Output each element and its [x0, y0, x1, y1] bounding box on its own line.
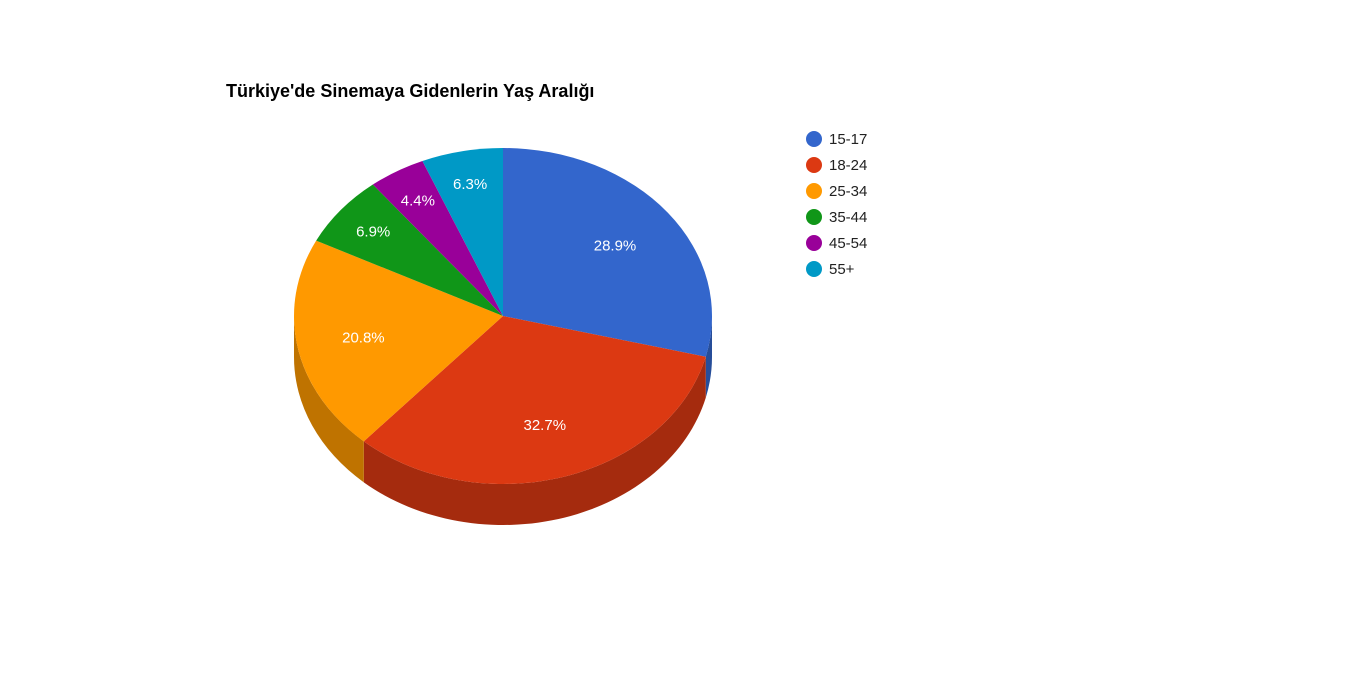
legend-label: 18-24 — [829, 156, 868, 174]
slice-label-15-17: 28.9% — [594, 238, 637, 255]
pie-side-18-24 — [363, 356, 706, 525]
legend-label: 55+ — [829, 260, 855, 278]
pie-slice-45-54[interactable] — [372, 160, 503, 316]
chart-title: Türkiye'de Sinemaya Gidenlerin Yaş Aralı… — [226, 81, 595, 101]
legend-swatch — [806, 131, 822, 147]
pie-sides — [294, 316, 712, 525]
pie-labels: 28.9% 32.7% 20.8% 6.9% 4.4% 6.3% — [342, 176, 636, 434]
pie-side-25-34 — [294, 316, 364, 483]
legend-item-18-24[interactable]: 18-24 — [806, 152, 867, 178]
pie-slice-18-24[interactable] — [363, 316, 706, 484]
legend-swatch — [806, 261, 822, 277]
legend-item-35-44[interactable]: 35-44 — [806, 204, 867, 230]
pie-slice-15-17[interactable] — [503, 148, 713, 357]
slice-label-35-44: 6.9% — [356, 223, 390, 240]
legend-label: 15-17 — [829, 130, 868, 148]
legend-swatch — [806, 157, 822, 173]
legend-item-25-34[interactable]: 25-34 — [806, 178, 867, 204]
slice-label-45-54: 4.4% — [401, 192, 435, 209]
pie-side-15-17 — [705, 316, 712, 398]
pie-top — [294, 148, 713, 484]
legend-item-15-17[interactable]: 15-17 — [806, 126, 867, 152]
legend-item-55+[interactable]: 55+ — [806, 256, 867, 282]
legend-item-45-54[interactable]: 45-54 — [806, 230, 867, 256]
legend-label: 35-44 — [829, 208, 868, 226]
pie-slice-55+[interactable] — [422, 148, 503, 316]
legend-label: 45-54 — [829, 234, 868, 252]
slice-label-55+: 6.3% — [453, 176, 487, 193]
legend: 15-17 18-24 25-34 35-44 45-54 55+ — [806, 126, 867, 282]
legend-swatch — [806, 235, 822, 251]
legend-label: 25-34 — [829, 182, 868, 200]
pie-slice-35-44[interactable] — [316, 184, 503, 316]
pie-slice-25-34[interactable] — [294, 240, 503, 442]
slice-label-18-24: 32.7% — [524, 417, 567, 434]
slice-label-25-34: 20.8% — [342, 329, 385, 346]
legend-swatch — [806, 183, 822, 199]
legend-swatch — [806, 209, 822, 225]
